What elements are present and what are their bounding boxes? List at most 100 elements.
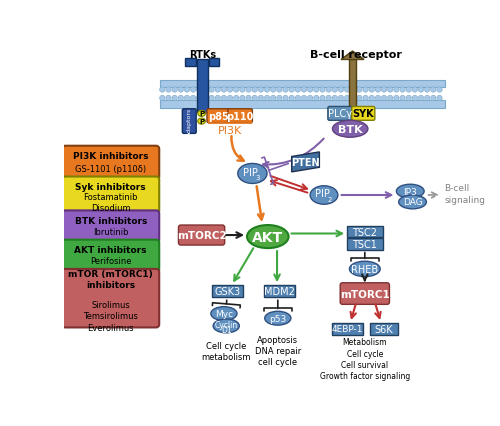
Bar (348, 60, 356, 111)
Circle shape (160, 96, 165, 101)
Ellipse shape (264, 311, 291, 325)
Ellipse shape (211, 307, 237, 321)
Circle shape (314, 96, 319, 101)
FancyBboxPatch shape (62, 147, 159, 180)
Text: p110: p110 (226, 112, 254, 121)
Circle shape (363, 88, 368, 93)
Text: B-cell receptor: B-cell receptor (310, 50, 402, 60)
Text: GS-1101 (p110δ): GS-1101 (p110δ) (75, 164, 146, 173)
Text: Ibrutinib: Ibrutinib (93, 227, 128, 236)
Ellipse shape (238, 164, 267, 184)
Text: P: P (199, 111, 204, 117)
FancyBboxPatch shape (328, 107, 352, 121)
FancyBboxPatch shape (62, 211, 159, 243)
Text: PI3K inhibitors: PI3K inhibitors (73, 152, 148, 161)
FancyBboxPatch shape (207, 109, 230, 124)
Bar (160, 101, 445, 109)
Circle shape (338, 96, 344, 101)
Text: PIP: PIP (244, 167, 258, 178)
Text: Metabolism
Cell cycle
Cell survival
Growth factor signaling: Metabolism Cell cycle Cell survival Grow… (320, 338, 410, 380)
Circle shape (221, 96, 226, 101)
Circle shape (202, 88, 208, 93)
Circle shape (283, 88, 288, 93)
Circle shape (202, 96, 208, 101)
Text: 2: 2 (327, 196, 332, 202)
Circle shape (184, 88, 190, 93)
Circle shape (184, 96, 190, 101)
Circle shape (400, 96, 405, 101)
Text: D1: D1 (221, 325, 232, 334)
Text: P: P (199, 119, 204, 125)
Text: MDM2: MDM2 (264, 287, 295, 296)
Circle shape (320, 96, 325, 101)
Circle shape (412, 88, 418, 93)
Circle shape (406, 88, 411, 93)
Ellipse shape (213, 319, 240, 333)
Circle shape (394, 88, 399, 93)
Ellipse shape (247, 225, 288, 248)
Circle shape (172, 88, 178, 93)
Circle shape (430, 96, 436, 101)
FancyBboxPatch shape (182, 109, 196, 134)
Text: mTORC2: mTORC2 (176, 230, 226, 240)
Circle shape (228, 88, 233, 93)
Circle shape (209, 96, 214, 101)
Circle shape (234, 96, 239, 101)
Ellipse shape (198, 111, 205, 117)
Circle shape (196, 96, 202, 101)
Circle shape (302, 88, 306, 93)
Circle shape (344, 88, 350, 93)
Text: RHEB: RHEB (352, 264, 378, 274)
Text: Sirolimus
Temsirolimus
Everolimus: Sirolimus Temsirolimus Everolimus (84, 300, 138, 332)
Bar (332, 323, 362, 335)
Circle shape (375, 96, 380, 101)
Circle shape (382, 96, 387, 101)
Text: mTORC1: mTORC1 (340, 289, 390, 299)
Bar (347, 226, 382, 238)
Text: PLCγ: PLCγ (328, 109, 352, 119)
FancyBboxPatch shape (352, 107, 375, 121)
Circle shape (258, 96, 264, 101)
Text: 3: 3 (256, 175, 260, 181)
Text: Cell cycle
metabolism: Cell cycle metabolism (202, 342, 251, 362)
Circle shape (406, 96, 411, 101)
Circle shape (320, 88, 325, 93)
Text: IP3: IP3 (404, 187, 417, 196)
Text: TSC1: TSC1 (352, 240, 378, 250)
Text: SYK: SYK (352, 109, 374, 119)
Circle shape (394, 96, 399, 101)
Circle shape (234, 88, 239, 93)
FancyBboxPatch shape (62, 240, 159, 272)
Text: RTKs: RTKs (189, 50, 216, 60)
Circle shape (172, 96, 178, 101)
FancyBboxPatch shape (62, 269, 159, 328)
Circle shape (166, 96, 171, 101)
Circle shape (240, 96, 245, 101)
Circle shape (424, 96, 430, 101)
Circle shape (289, 96, 294, 101)
Circle shape (264, 88, 270, 93)
Ellipse shape (350, 262, 380, 277)
Bar (212, 285, 243, 298)
Text: B-cell
signaling: B-cell signaling (444, 184, 485, 204)
Circle shape (369, 88, 374, 93)
Ellipse shape (398, 196, 426, 209)
Text: 4EBP-1: 4EBP-1 (332, 325, 363, 334)
Text: Syk inhibitors: Syk inhibitors (76, 183, 146, 192)
Circle shape (338, 88, 344, 93)
Circle shape (418, 96, 424, 101)
FancyBboxPatch shape (62, 177, 159, 214)
Ellipse shape (198, 119, 205, 125)
Circle shape (295, 88, 300, 93)
Circle shape (326, 96, 332, 101)
Circle shape (412, 96, 418, 101)
Circle shape (332, 96, 338, 101)
Text: DAG: DAG (402, 198, 422, 207)
Circle shape (166, 88, 171, 93)
Circle shape (356, 96, 362, 101)
FancyBboxPatch shape (228, 109, 252, 124)
Circle shape (375, 88, 380, 93)
Text: PTEN: PTEN (291, 158, 320, 167)
Bar (160, 81, 445, 88)
Polygon shape (341, 52, 364, 60)
